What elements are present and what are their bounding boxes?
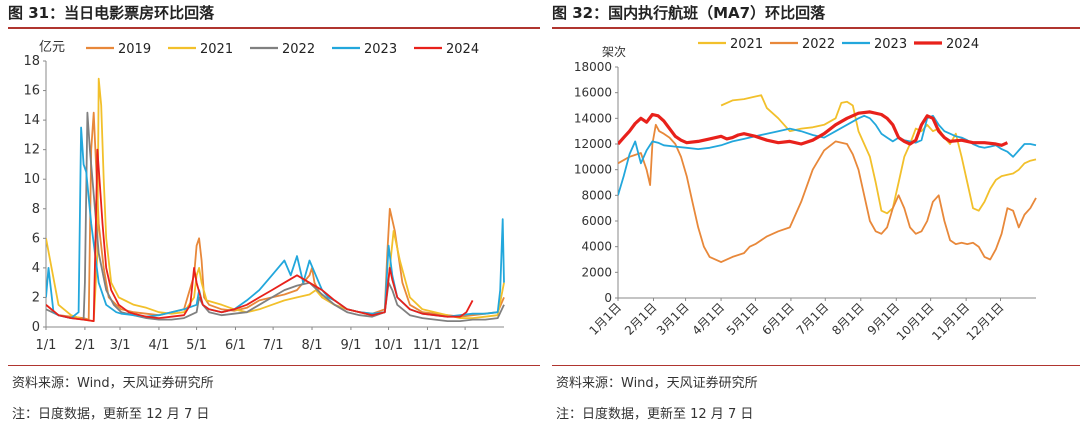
line-chart-box-office: 0 2 4 6 8 10 12 14 16 18 1/1 2/1 3/1 4/1 5/1 6/1 7/1 8/1 9…	[23, 40, 505, 353]
x-tick-label: 9/1	[340, 338, 361, 353]
series-line-2021	[46, 77, 505, 323]
series-line-2022	[618, 123, 1037, 264]
chart-title: 图 31：当日电影票房环比回落	[8, 4, 215, 22]
source-note: 资料来源：Wind，天风证券研究所	[556, 376, 758, 391]
y-tick-label: 8	[32, 202, 40, 217]
x-tick-label: 1月1日	[586, 300, 624, 338]
series-line-2022	[46, 111, 505, 323]
y-tick-label: 10000	[574, 163, 612, 177]
x-tick-label: 5月1日	[724, 300, 762, 338]
footer-divider	[8, 365, 540, 366]
legend-label-2023: 2023	[364, 42, 397, 57]
y-tick-label: 0	[32, 320, 40, 335]
series-line-2024	[618, 110, 1009, 147]
title-divider	[8, 27, 540, 29]
x-tick-label: 2/1	[74, 338, 95, 353]
legend-label-2021: 2021	[730, 37, 763, 52]
legend-label-2024: 2024	[946, 37, 979, 52]
x-tick-label: 2月1日	[622, 300, 660, 338]
x-tick-label: 8/1	[302, 338, 323, 353]
footnote: 注：日度数据，更新至 12 月 7 日	[556, 407, 754, 422]
chart-panel-box-office: 图 31：当日电影票房环比回落 0 2 4 6 8 10 12 14 16 18 1/1 2/1 3/1…	[8, 0, 540, 428]
y-tick-label: 12	[23, 143, 40, 158]
footer-divider	[552, 365, 1080, 366]
y-tick-label: 8000	[581, 188, 612, 202]
y-tick-label: 2	[32, 290, 40, 305]
y-tick-label: 0	[604, 291, 612, 305]
x-tick-label: 10/1	[374, 338, 403, 353]
x-tick-label: 12/1	[450, 338, 479, 353]
y-tick-label: 14000	[574, 111, 612, 125]
legend-label-2022: 2022	[802, 37, 835, 52]
y-tick-label: 4000	[581, 240, 612, 254]
line-chart-flights: 0 2000 4000 6000 8000 10000 12000 14000 16000 180…	[574, 37, 1037, 343]
y-tick-label: 18	[23, 54, 40, 69]
x-tick-label: 11/1	[413, 338, 442, 353]
x-tick-label: 7/1	[263, 338, 284, 353]
y-axis-label: 亿元	[39, 40, 65, 55]
legend-label-2022: 2022	[282, 42, 315, 57]
x-tick-label: 4月1日	[690, 300, 728, 338]
source-note: 资料来源：Wind，天风证券研究所	[12, 376, 214, 391]
x-tick-label: 5/1	[186, 338, 207, 353]
x-tick-label: 10月1日	[894, 300, 937, 343]
y-tick-label: 10	[23, 172, 40, 187]
chart-title: 图 32：国内执行航班（MA7）环比回落	[552, 4, 826, 22]
x-tick-label: 8月1日	[829, 300, 867, 338]
chart-panel-flights: 图 32：国内执行航班（MA7）环比回落 0 2000 4000 6000 8000 10…	[552, 0, 1080, 428]
series-line-2023	[618, 114, 1037, 196]
series-line-2024	[46, 148, 474, 323]
y-tick-label: 4	[32, 261, 40, 276]
legend-label-2021: 2021	[200, 42, 233, 57]
x-tick-label: 1/1	[36, 338, 57, 353]
legend-label-2023: 2023	[874, 37, 907, 52]
legend-label-2024: 2024	[446, 42, 479, 57]
y-tick-label: 6	[32, 231, 40, 246]
x-tick-label: 7月1日	[794, 300, 832, 338]
x-tick-label: 3月1日	[654, 300, 692, 338]
y-tick-label: 16000	[574, 86, 612, 100]
y-tick-label: 18000	[574, 60, 612, 74]
y-axis-label: 架次	[602, 45, 626, 59]
y-tick-label: 12000	[574, 137, 612, 151]
y-tick-label: 2000	[581, 265, 612, 279]
x-tick-label: 6/1	[225, 338, 246, 353]
title-divider	[552, 27, 1080, 29]
footnote: 注：日度数据，更新至 12 月 7 日	[12, 407, 210, 422]
y-tick-label: 6000	[581, 214, 612, 228]
x-tick-label: 3/1	[110, 338, 131, 353]
series-line-2019	[46, 111, 505, 321]
y-tick-label: 16	[23, 84, 40, 99]
x-tick-label: 6月1日	[759, 300, 797, 338]
y-tick-label: 14	[23, 113, 40, 128]
x-tick-label: 12月1日	[964, 300, 1007, 343]
x-tick-label: 4/1	[148, 338, 169, 353]
legend-label-2019: 2019	[118, 42, 151, 57]
